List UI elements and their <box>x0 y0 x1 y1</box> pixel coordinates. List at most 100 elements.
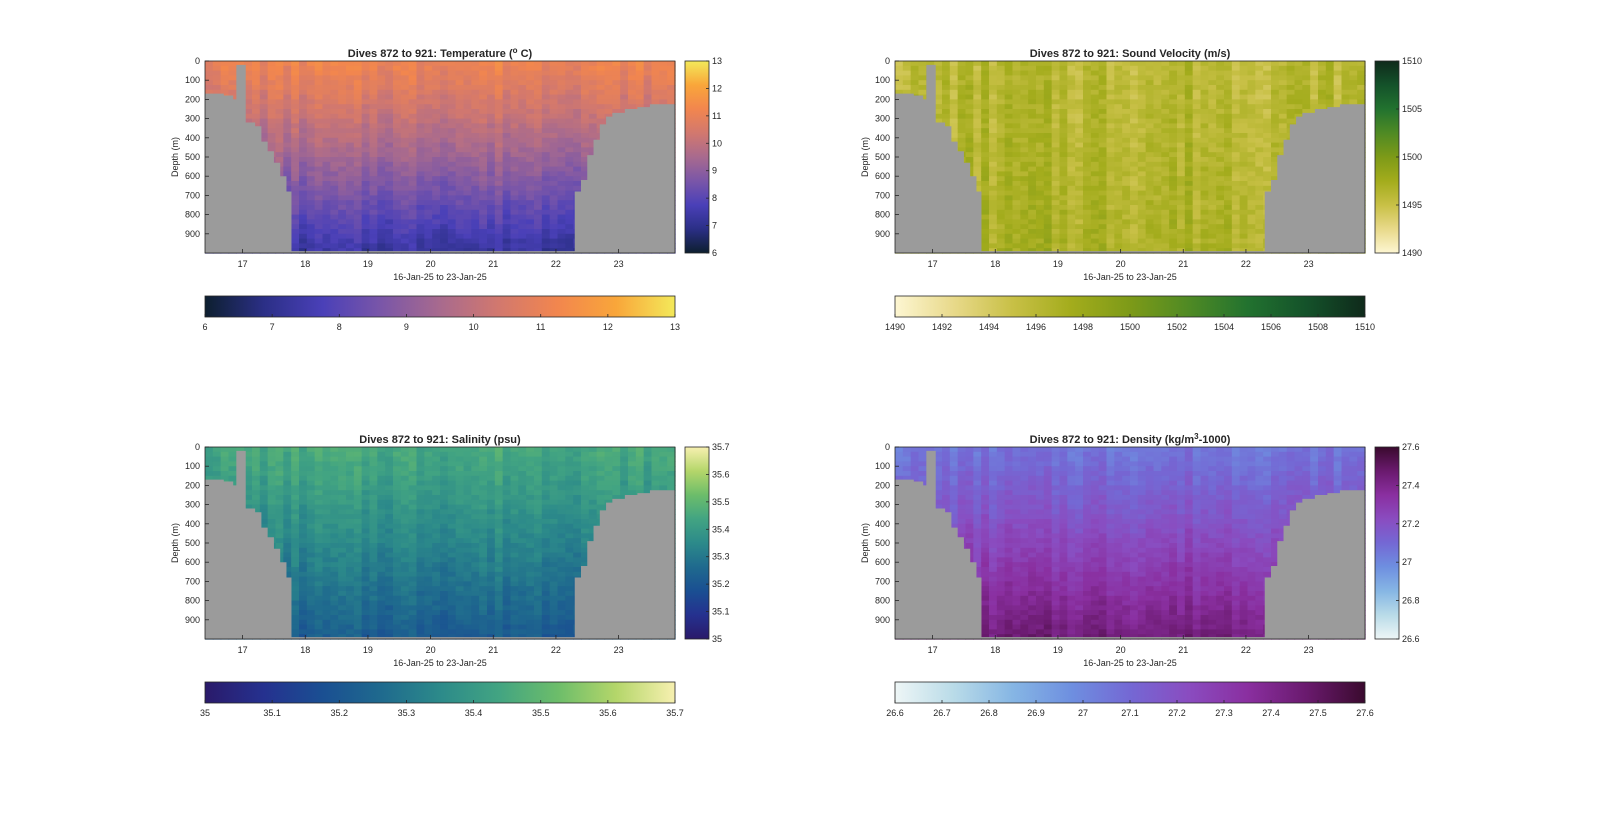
heatmap-cell <box>346 147 355 153</box>
heatmap-cell <box>1318 104 1327 110</box>
heatmap-cell <box>526 109 535 115</box>
heatmap-cell <box>1122 238 1131 244</box>
heatmap-cell <box>1263 80 1272 86</box>
heatmap-cell <box>1028 219 1037 225</box>
heatmap-cell <box>1169 94 1178 100</box>
heatmap-cell <box>322 248 331 254</box>
heatmap-cell <box>502 89 512 96</box>
heatmap-cell <box>981 214 990 220</box>
heatmap-cell <box>1020 109 1029 115</box>
heatmap-cell <box>1122 94 1131 100</box>
heatmap-cell <box>1043 70 1053 76</box>
heatmap-cell <box>479 181 488 187</box>
heatmap-cell <box>1137 118 1147 124</box>
heatmap-cell <box>1247 80 1256 86</box>
heatmap-cell <box>400 224 410 230</box>
heatmap-cell <box>949 61 959 67</box>
heatmap-cell <box>1216 219 1225 225</box>
heatmap-cell <box>1012 65 1021 72</box>
heatmap-cell <box>1177 229 1186 235</box>
y-tick-label: 500 <box>185 152 200 162</box>
heatmap-cell <box>1145 233 1155 240</box>
heatmap-cell <box>1051 200 1061 206</box>
heatmap-cell <box>205 451 214 458</box>
heatmap-cell <box>1153 70 1162 76</box>
heatmap-cell <box>205 447 214 453</box>
heatmap-cell <box>1161 209 1170 216</box>
heatmap-cell <box>440 209 449 216</box>
heatmap-cell <box>1004 70 1014 76</box>
heatmap-cell <box>996 229 1006 235</box>
heatmap-cell <box>942 123 951 129</box>
heatmap-cell <box>996 166 1006 172</box>
heatmap-cell <box>534 80 543 86</box>
heatmap-cell <box>1122 118 1131 124</box>
heatmap-cell <box>369 133 378 139</box>
heatmap-cell <box>1130 185 1139 192</box>
heatmap-cell <box>299 147 308 153</box>
heatmap-cell <box>1216 161 1225 168</box>
heatmap-cell <box>1200 104 1209 110</box>
heatmap-cell <box>1020 142 1029 148</box>
heatmap-cell <box>989 89 998 96</box>
heatmap-cell <box>291 161 300 168</box>
heatmap-cell <box>1098 109 1108 115</box>
heatmap-cell <box>1153 233 1162 240</box>
heatmap-cell <box>1271 133 1280 139</box>
heatmap-cell <box>502 80 512 86</box>
heatmap-cell <box>1184 190 1194 196</box>
heatmap-cell <box>463 123 472 129</box>
heatmap-cell <box>1028 161 1037 168</box>
heatmap-cell <box>299 190 308 196</box>
heatmap-cell <box>510 109 519 115</box>
heatmap-cell <box>1098 123 1108 129</box>
heatmap-cell <box>306 185 316 192</box>
heatmap-cell <box>502 109 512 115</box>
heatmap-cell <box>283 171 292 177</box>
heatmap-cell <box>369 157 378 163</box>
heatmap-cell <box>1325 99 1335 105</box>
heatmap-cell <box>267 85 277 91</box>
heatmap-cell <box>1208 123 1217 129</box>
heatmap-cell <box>910 89 920 96</box>
heatmap-cell <box>1263 185 1272 192</box>
heatmap-cell <box>1083 123 1092 129</box>
heatmap-cell <box>447 238 457 244</box>
heatmap-cell <box>291 190 300 196</box>
heatmap-cell <box>1137 243 1147 249</box>
heatmap-cell <box>330 80 339 86</box>
heatmap-cell <box>541 133 551 139</box>
heatmap-cell <box>1216 157 1225 163</box>
heatmap-cell <box>1059 185 1068 192</box>
heatmap-cell <box>565 229 574 235</box>
heatmap-cell <box>981 94 990 100</box>
heatmap-cell <box>322 238 331 244</box>
heatmap-cell <box>487 171 496 177</box>
heatmap-cell <box>1271 75 1280 81</box>
heatmap-cell <box>299 205 308 211</box>
heatmap-cell <box>361 70 371 76</box>
heatmap-cell <box>1177 75 1186 81</box>
heatmap-cell <box>1247 104 1256 110</box>
heatmap-cell <box>1059 171 1068 177</box>
heatmap-cell <box>259 118 269 124</box>
heatmap-cell <box>635 104 645 110</box>
heatmap-cell <box>1310 75 1319 81</box>
heatmap-cell <box>1098 243 1108 249</box>
heatmap-cell <box>1239 224 1249 230</box>
heatmap-cell <box>1137 224 1147 230</box>
heatmap-cell <box>502 195 512 201</box>
heatmap-cell <box>1114 214 1123 220</box>
heatmap-cell <box>455 248 465 254</box>
heatmap-cell <box>957 109 967 115</box>
heatmap-cell <box>1106 94 1115 100</box>
heatmap-cell <box>1083 118 1092 124</box>
heatmap-cell <box>565 200 574 206</box>
heatmap-cell <box>1130 118 1139 124</box>
heatmap-cell <box>1114 171 1123 177</box>
heatmap-cell <box>996 233 1006 240</box>
heatmap-cell <box>620 61 629 67</box>
heatmap-cell <box>330 113 339 120</box>
heatmap-cell <box>1231 166 1241 172</box>
heatmap-cell <box>1114 80 1123 86</box>
